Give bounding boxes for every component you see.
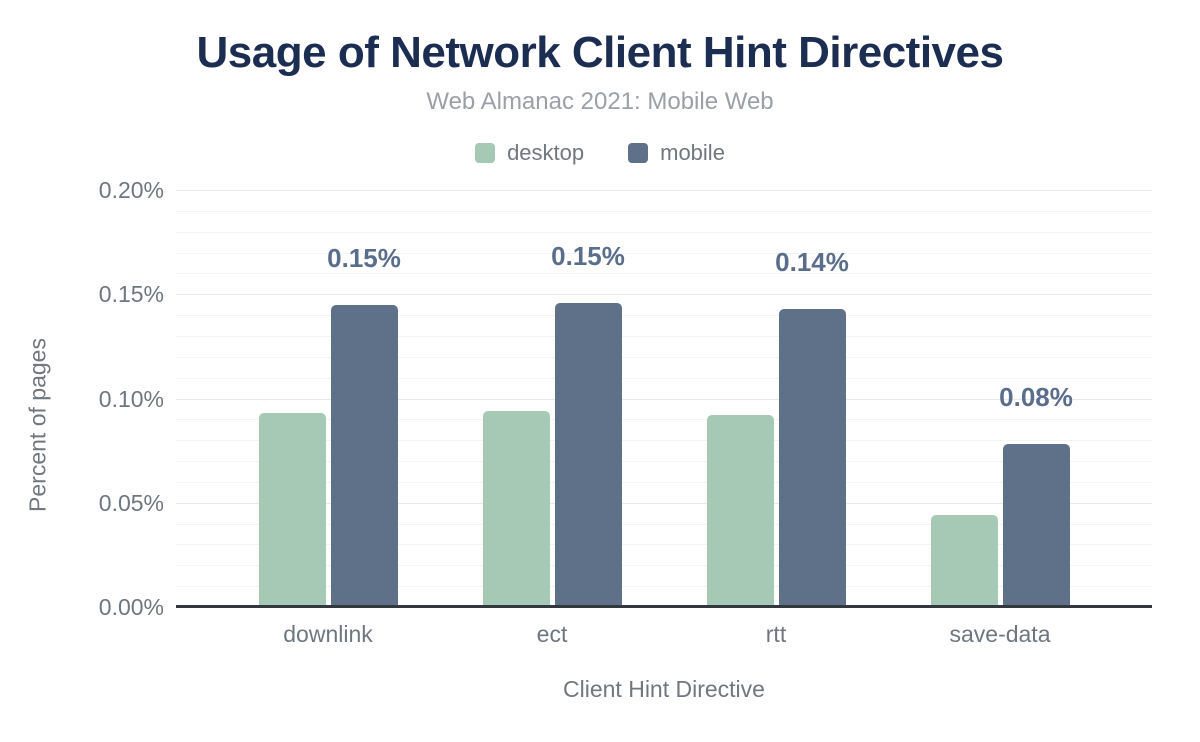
plot-area: 0.15% 0.15% 0.14% 0.08% xyxy=(176,190,1152,608)
x-tick-label-rtt: rtt xyxy=(765,621,787,647)
x-axis-tick-labels: downlink ect rtt save-data xyxy=(216,621,1112,648)
minor-gridline xyxy=(176,523,1152,525)
mobile-swatch-icon xyxy=(628,143,649,163)
desktop-swatch-icon xyxy=(475,143,496,163)
legend: desktop mobile xyxy=(0,140,1200,166)
bar-desktop-ect[interactable] xyxy=(482,411,550,607)
legend-label-mobile: mobile xyxy=(660,140,725,165)
x-tick-label-ect: ect xyxy=(536,621,568,647)
minor-gridline xyxy=(176,377,1152,379)
minor-gridline xyxy=(176,481,1152,483)
major-gridline xyxy=(176,502,1152,504)
minor-gridline xyxy=(176,315,1152,317)
minor-gridline xyxy=(176,356,1152,358)
bar-desktop-save-data[interactable] xyxy=(930,515,998,607)
bar-group-rtt: 0.14% xyxy=(664,190,888,607)
minor-gridline xyxy=(176,440,1152,442)
y-tick-label: 0.15% xyxy=(98,281,164,308)
minor-gridline xyxy=(176,461,1152,463)
minor-gridline xyxy=(176,586,1152,588)
minor-gridline xyxy=(176,419,1152,421)
minor-gridline xyxy=(176,335,1152,337)
x-axis-line xyxy=(176,605,1152,608)
data-label-ect: 0.15% xyxy=(551,240,625,271)
bar-group-ect: 0.15% xyxy=(440,190,664,607)
bar-desktop-rtt[interactable] xyxy=(706,415,774,607)
chart-subtitle: Web Almanac 2021: Mobile Web xyxy=(426,88,774,115)
bar-mobile-rtt[interactable] xyxy=(778,308,846,607)
chart-title: Usage of Network Client Hint Directives xyxy=(196,28,1004,77)
legend-item-mobile[interactable]: mobile xyxy=(628,140,725,166)
bar-group-downlink: 0.15% xyxy=(216,190,440,607)
x-tick-label-downlink: downlink xyxy=(283,621,373,647)
minor-gridline xyxy=(176,210,1152,212)
bar-desktop-downlink[interactable] xyxy=(258,413,326,607)
major-gridline xyxy=(176,294,1152,296)
y-tick-label: 0.00% xyxy=(98,594,164,620)
y-tick-label: 0.05% xyxy=(98,489,164,516)
y-tick-label: 0.10% xyxy=(98,385,164,412)
y-tick-label: 0.20% xyxy=(98,177,164,203)
legend-label-desktop: desktop xyxy=(507,140,585,165)
major-gridline xyxy=(176,398,1152,400)
x-tick-label-save-data: save-data xyxy=(949,621,1051,647)
x-axis-title: Client Hint Directive xyxy=(563,676,765,702)
legend-item-desktop[interactable]: desktop xyxy=(475,140,584,166)
data-label-downlink: 0.15% xyxy=(327,242,401,273)
data-label-save-data: 0.08% xyxy=(999,382,1073,413)
major-gridline xyxy=(176,190,1152,191)
minor-gridline xyxy=(176,231,1152,233)
bar-mobile-save-data[interactable] xyxy=(1002,444,1070,607)
minor-gridline xyxy=(176,565,1152,567)
minor-gridline xyxy=(176,273,1152,275)
bars-layer: 0.15% 0.15% 0.14% 0.08% xyxy=(216,190,1112,607)
bar-mobile-downlink[interactable] xyxy=(330,304,398,607)
minor-gridline xyxy=(176,252,1152,254)
y-axis-tick-labels: 0.00% 0.05% 0.10% 0.15% 0.20% xyxy=(0,178,164,619)
bar-mobile-ect[interactable] xyxy=(554,302,622,607)
minor-gridline xyxy=(176,544,1152,546)
bar-group-save-data: 0.08% xyxy=(888,190,1112,607)
data-label-rtt: 0.14% xyxy=(775,246,849,277)
